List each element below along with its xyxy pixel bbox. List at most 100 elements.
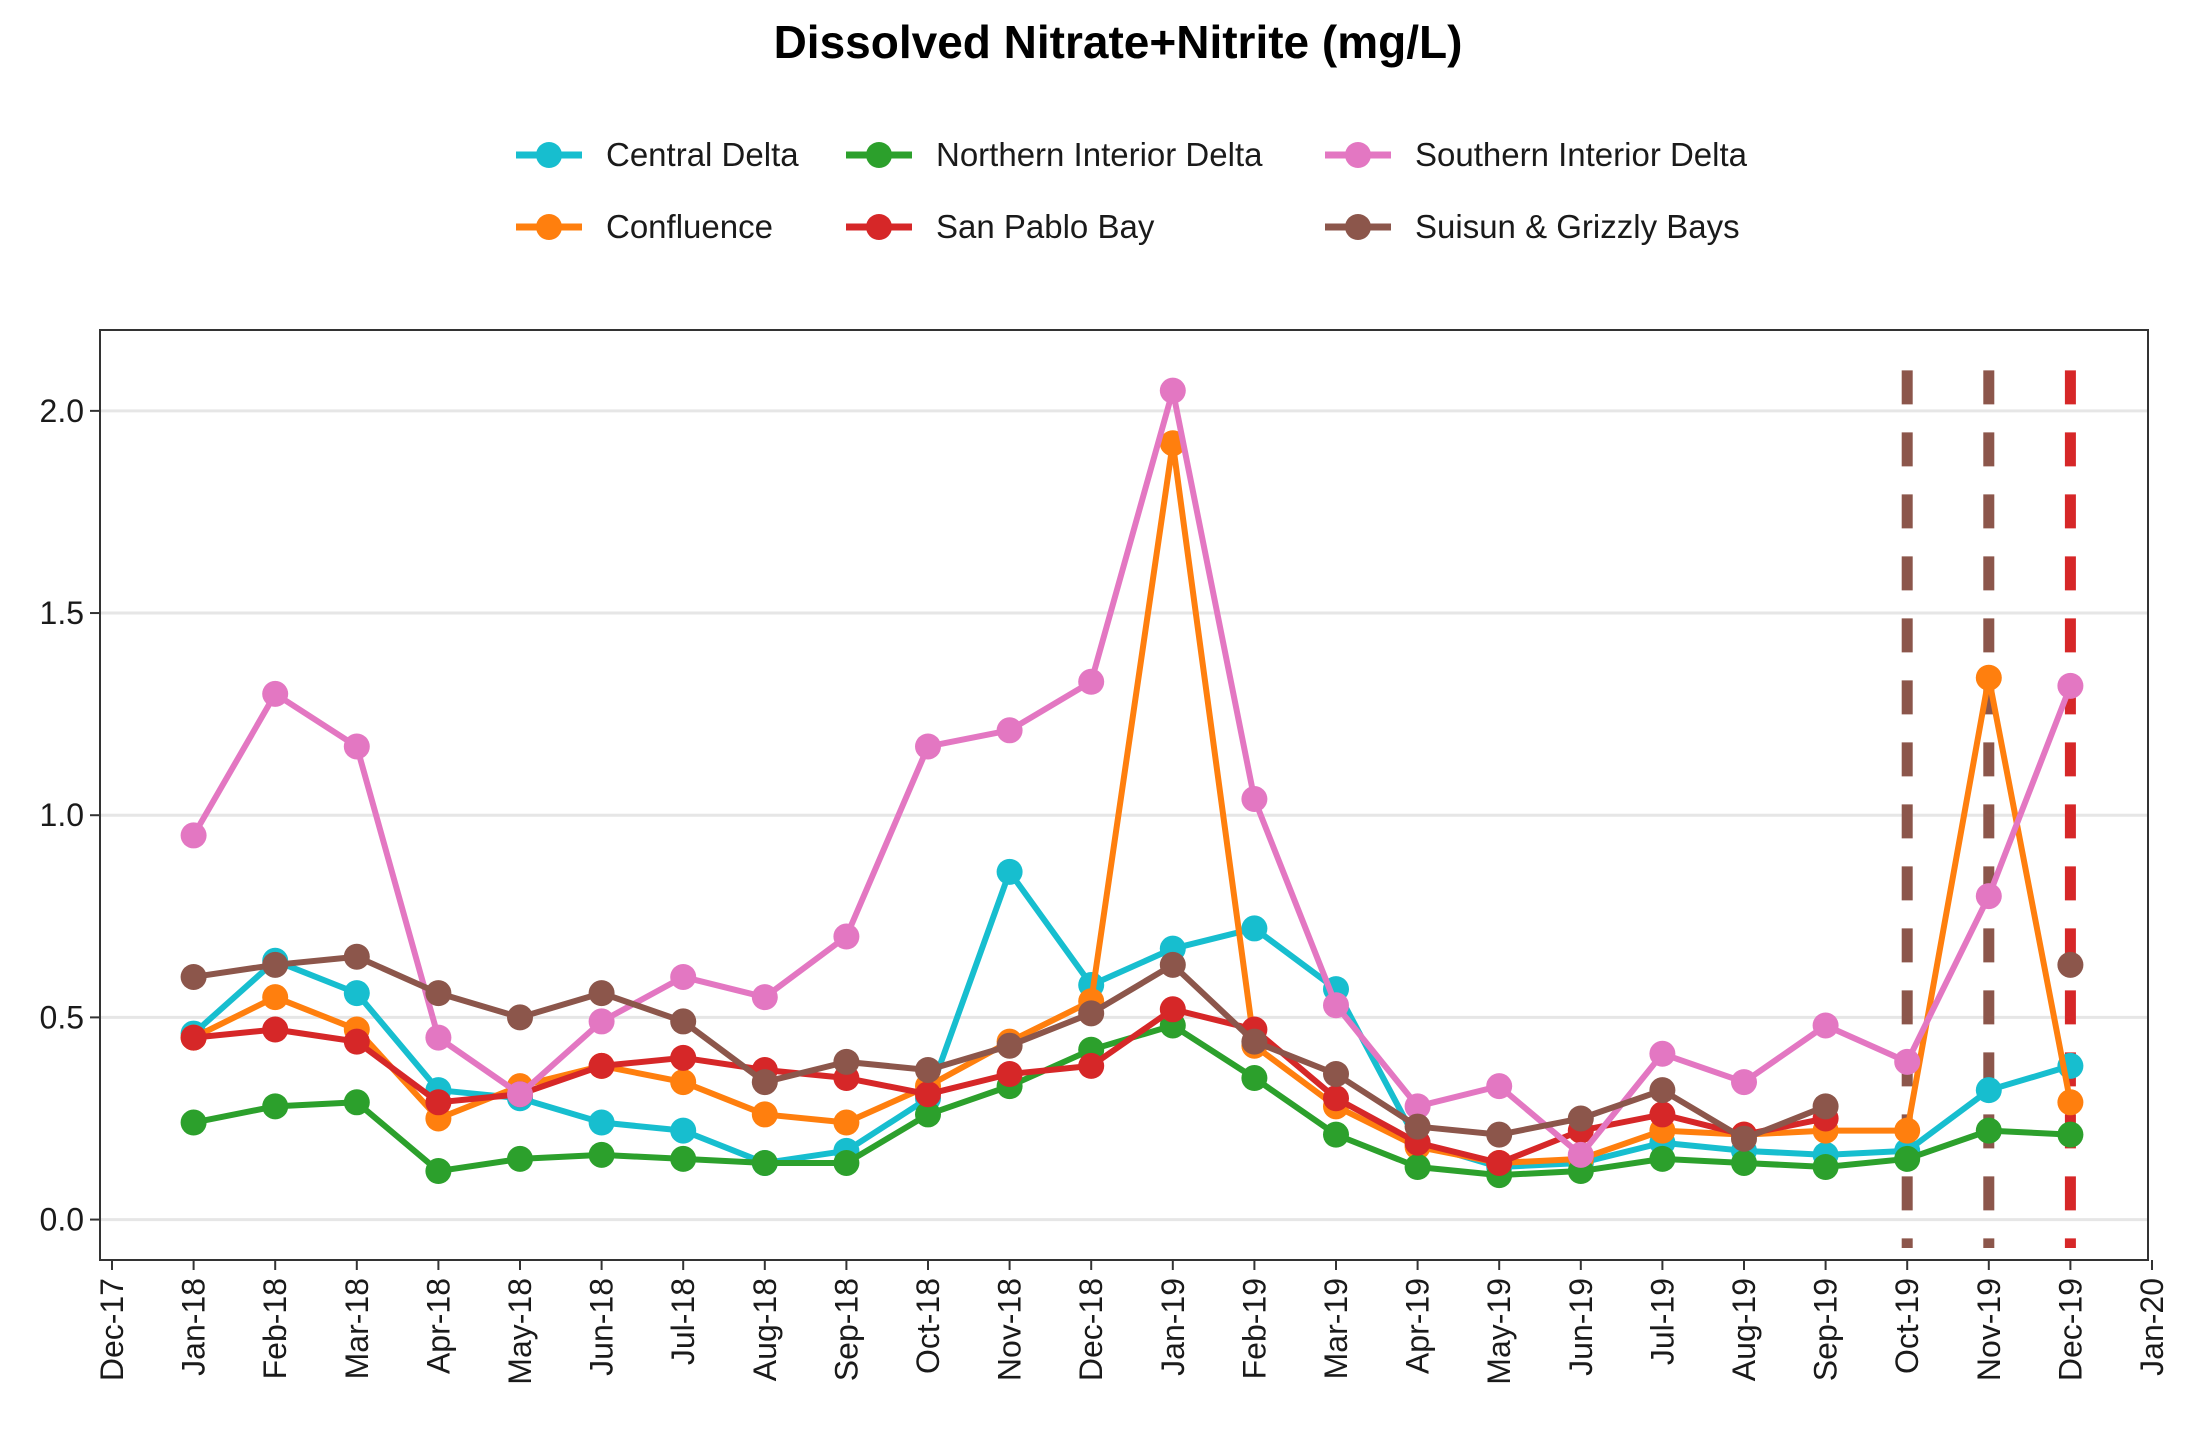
legend-label: Confluence xyxy=(606,208,773,245)
data-point xyxy=(180,1109,207,1136)
data-point xyxy=(1159,996,1186,1023)
data-point xyxy=(343,980,370,1007)
legend-item-5: Suisun & Grizzly Bays xyxy=(1325,208,1740,245)
data-point xyxy=(1975,883,2002,910)
legend-key-marker xyxy=(536,214,562,240)
x-tick-label: Jan-18 xyxy=(176,1278,212,1376)
x-tick-label: Dec-18 xyxy=(1073,1278,1109,1381)
legend-key-marker xyxy=(1345,214,1371,240)
data-point xyxy=(996,858,1023,885)
data-point xyxy=(343,1089,370,1116)
data-point xyxy=(996,1032,1023,1059)
x-tick-label: Apr-19 xyxy=(1400,1278,1436,1374)
legend-item-1: Northern Interior Delta xyxy=(846,136,1263,173)
data-point xyxy=(1567,1105,1594,1132)
data-point xyxy=(588,1109,615,1136)
x-tick-label: May-18 xyxy=(502,1278,538,1385)
data-point xyxy=(915,1081,941,1108)
x-tick-label: Sep-19 xyxy=(1808,1278,1844,1381)
data-point xyxy=(425,1158,452,1185)
data-point xyxy=(1894,1117,1921,1144)
data-point xyxy=(1323,1121,1349,1148)
data-point xyxy=(1159,377,1186,404)
data-point xyxy=(915,1101,941,1128)
data-point xyxy=(262,1016,289,1043)
data-point xyxy=(996,1061,1023,1087)
data-point xyxy=(1731,1069,1757,1096)
data-point xyxy=(1078,1052,1105,1079)
y-axis: 0.0 0.5 1.0 1.5 2.0 xyxy=(40,393,100,1238)
x-tick-label: Nov-18 xyxy=(992,1278,1028,1381)
x-tick-label: Nov-19 xyxy=(1971,1278,2007,1381)
x-tick-label: Mar-18 xyxy=(339,1278,375,1379)
data-point xyxy=(180,963,207,990)
x-tick-label: Dec-19 xyxy=(2052,1278,2088,1381)
data-point xyxy=(751,1069,778,1096)
data-point xyxy=(588,1008,615,1035)
data-point xyxy=(833,1048,860,1075)
y-tick-label: 1.0 xyxy=(40,797,84,833)
data-point xyxy=(1731,1125,1757,1152)
legend-key-marker xyxy=(536,142,562,168)
chart-title: Dissolved Nitrate+Nitrite (mg/L) xyxy=(774,16,1463,68)
data-point xyxy=(425,1024,452,1051)
data-point xyxy=(425,1089,452,1116)
data-point xyxy=(1649,1101,1676,1128)
data-point xyxy=(343,943,370,970)
data-point xyxy=(670,1069,697,1096)
legend-key-marker xyxy=(866,142,892,168)
legend-key-marker xyxy=(1345,142,1371,168)
series-4 xyxy=(180,377,2084,1168)
data-point xyxy=(2057,951,2084,978)
data-point xyxy=(262,680,289,707)
legend-label: Suisun & Grizzly Bays xyxy=(1415,208,1740,245)
x-tick-label: Feb-19 xyxy=(1236,1278,1272,1379)
x-tick-label: Mar-19 xyxy=(1318,1278,1354,1379)
data-point xyxy=(833,1149,860,1176)
data-point xyxy=(1323,1061,1349,1087)
data-point xyxy=(1731,1149,1757,1176)
data-point xyxy=(1159,951,1186,978)
data-point xyxy=(996,717,1023,744)
data-point xyxy=(180,1024,207,1051)
data-point xyxy=(751,984,778,1011)
data-point xyxy=(1567,1141,1594,1168)
data-point xyxy=(262,1093,289,1120)
data-point xyxy=(1894,1145,1921,1172)
data-point xyxy=(1241,915,1268,942)
data-point xyxy=(588,1141,615,1168)
data-point xyxy=(670,1008,697,1035)
data-point xyxy=(1812,1093,1839,1120)
data-point xyxy=(1486,1073,1513,1100)
plot-frame xyxy=(99,329,2149,1261)
x-tick-label: Jan-19 xyxy=(1155,1278,1191,1376)
data-point xyxy=(507,1145,533,1172)
x-axis: Dec-17 Jan-18 Feb-18 Mar-18 Apr-18 May-18 Jun-… xyxy=(94,1260,2170,1385)
data-point xyxy=(1241,1028,1268,1055)
legend-key-marker xyxy=(866,214,892,240)
data-point xyxy=(670,1044,697,1071)
data-point xyxy=(670,1117,697,1144)
legend-label: San Pablo Bay xyxy=(936,208,1155,245)
legend-label: Central Delta xyxy=(606,136,799,173)
data-point xyxy=(1812,1012,1839,1039)
legend-label: Southern Interior Delta xyxy=(1415,136,1748,173)
x-tick-label: Dec-17 xyxy=(94,1278,130,1381)
x-tick-label: Jun-18 xyxy=(584,1278,620,1376)
y-tick-label: 2.0 xyxy=(40,393,84,429)
data-point xyxy=(1649,1145,1676,1172)
data-point xyxy=(2057,1089,2084,1116)
series-line xyxy=(191,387,2074,1158)
data-point xyxy=(2057,1121,2084,1148)
series-line xyxy=(192,440,2074,1166)
data-point xyxy=(1404,1113,1431,1140)
legend-item-3: Confluence xyxy=(516,208,773,245)
data-point xyxy=(1078,1000,1105,1027)
data-point xyxy=(915,733,941,760)
data-point xyxy=(507,1004,533,1031)
data-point xyxy=(1078,668,1105,695)
data-point xyxy=(180,822,207,849)
data-point xyxy=(1649,1077,1676,1104)
